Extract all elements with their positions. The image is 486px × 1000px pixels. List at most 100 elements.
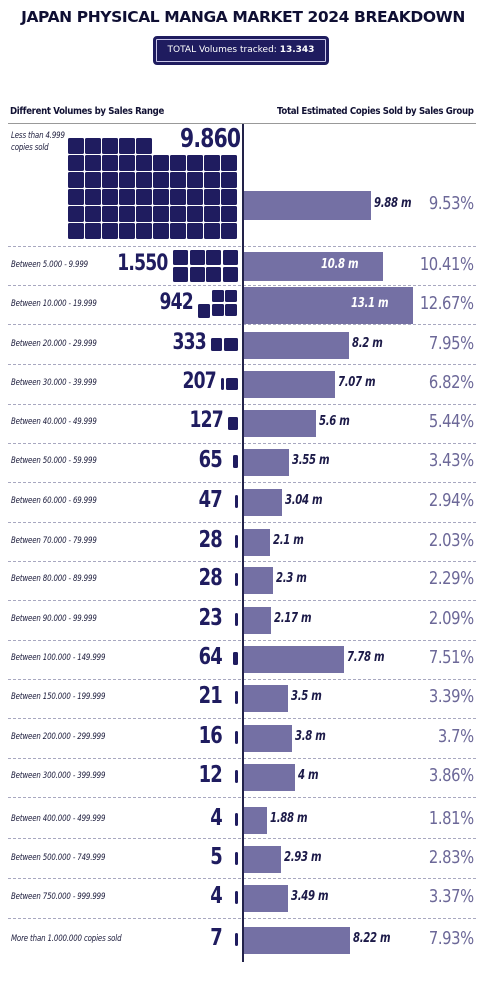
volume-square [68,155,84,171]
volume-count: 28 [198,526,223,553]
right-column-header: Total Estimated Copies Sold by Sales Gro… [277,106,474,117]
category-label: Between 300.000 - 399.999 [11,771,106,781]
sales-bar [243,190,372,220]
volume-square [187,155,203,171]
volume-square [102,189,118,205]
volume-square [235,933,238,946]
volume-square [187,206,203,222]
sales-percent-label: 3.37% [429,886,474,907]
sales-bar [243,645,344,673]
volume-square [170,155,186,171]
volume-square [224,338,238,351]
volume-square [235,613,238,626]
category-label: Between 40.000 - 49.999 [11,417,97,427]
volume-count: 207 [182,369,217,395]
sales-bar [243,684,289,712]
sales-value-label: 5.6 m [318,414,350,429]
volume-square [221,378,224,390]
category-label: Between 200.000 - 299.999 [11,732,106,742]
category-label: Between 60.000 - 69.999 [11,496,97,506]
volume-square [235,535,238,548]
volume-square [233,455,238,468]
sales-bar [243,566,273,594]
sales-bar [243,606,272,634]
sales-percent-label: 7.51% [429,647,474,668]
volume-count: 4 [210,804,222,831]
volume-square [102,155,118,171]
volume-square [204,155,220,171]
volume-square [136,172,152,188]
sales-value-label: 2.1 m [273,533,304,548]
sales-value-label: 2.17 m [274,611,312,626]
sales-bar [243,528,271,556]
volume-square [119,223,135,239]
sales-value-label: 10.8 m [321,257,359,272]
volume-square [235,770,238,783]
volume-square [189,250,205,265]
volume-square [68,223,84,239]
volume-count: 9.860 [179,124,241,154]
volume-square [235,495,238,508]
volume-count: 16 [198,722,223,749]
volume-square [68,138,84,154]
volume-square [136,189,152,205]
sales-value-label: 2.3 m [275,571,307,586]
volume-square [221,189,237,205]
volume-square [153,206,169,222]
sales-value-label: 3.8 m [295,729,326,744]
volume-square [85,223,101,239]
volume-square [102,206,118,222]
volume-square [211,290,224,302]
sales-percent-label: 2.83% [429,847,474,868]
volume-square [221,223,237,239]
volume-square [173,250,188,265]
sales-bar [243,763,295,791]
volume-square [222,266,238,282]
sales-value-label: 3.5 m [291,689,322,704]
volume-square [102,172,118,188]
left-column-header: Different Volumes by Sales Range [10,106,164,117]
volume-square [189,266,205,282]
total-volumes-label: TOTAL Volumes tracked: [167,45,277,55]
volume-count: 21 [198,682,223,709]
sales-bar [243,409,316,437]
category-label: Less than 4.999 copies sold [11,131,65,153]
sales-percent-label: 2.29% [429,568,474,589]
sales-bar [243,884,289,912]
volume-count: 12 [198,761,223,788]
total-volumes-badge: TOTAL Volumes tracked: 13.343 [153,36,329,65]
volume-square [68,172,84,188]
sales-value-label: 9.88 m [374,196,412,211]
volume-square [222,250,238,265]
volume-square [225,303,237,316]
volume-square [206,250,221,265]
volume-square [173,266,188,282]
sales-value-label: 8.22 m [352,931,391,946]
volume-square [235,573,238,586]
sales-percent-label: 6.82% [429,372,474,393]
category-label: Between 80.000 - 89.999 [11,574,97,584]
volume-square [119,138,135,154]
volume-count: 127 [189,408,224,434]
sales-percent-label: 1.81% [429,808,474,829]
sales-percent-label: 2.94% [429,490,474,511]
category-label: Between 50.000 - 59.999 [11,456,97,466]
sales-value-label: 7.78 m [346,650,385,665]
sales-percent-label: 3.43% [429,450,474,471]
sales-bar [243,286,413,324]
volume-square [211,338,222,351]
category-label: More than 1.000.000 copies sold [11,934,122,944]
volume-square [235,891,238,904]
volume-square [233,652,238,665]
volume-count: 47 [198,486,223,513]
volume-count: 333 [172,330,207,356]
sales-percent-label: 2.09% [429,608,474,629]
volume-count: 4 [210,882,222,909]
category-label: Between 5.000 - 9.999 [11,260,89,270]
volume-count: 23 [198,604,223,631]
sales-bar [243,370,335,398]
sales-percent-label: 9.53% [429,193,474,214]
sales-bar [243,251,384,281]
volume-square [170,223,186,239]
category-label: Between 30.000 - 39.999 [11,378,97,388]
